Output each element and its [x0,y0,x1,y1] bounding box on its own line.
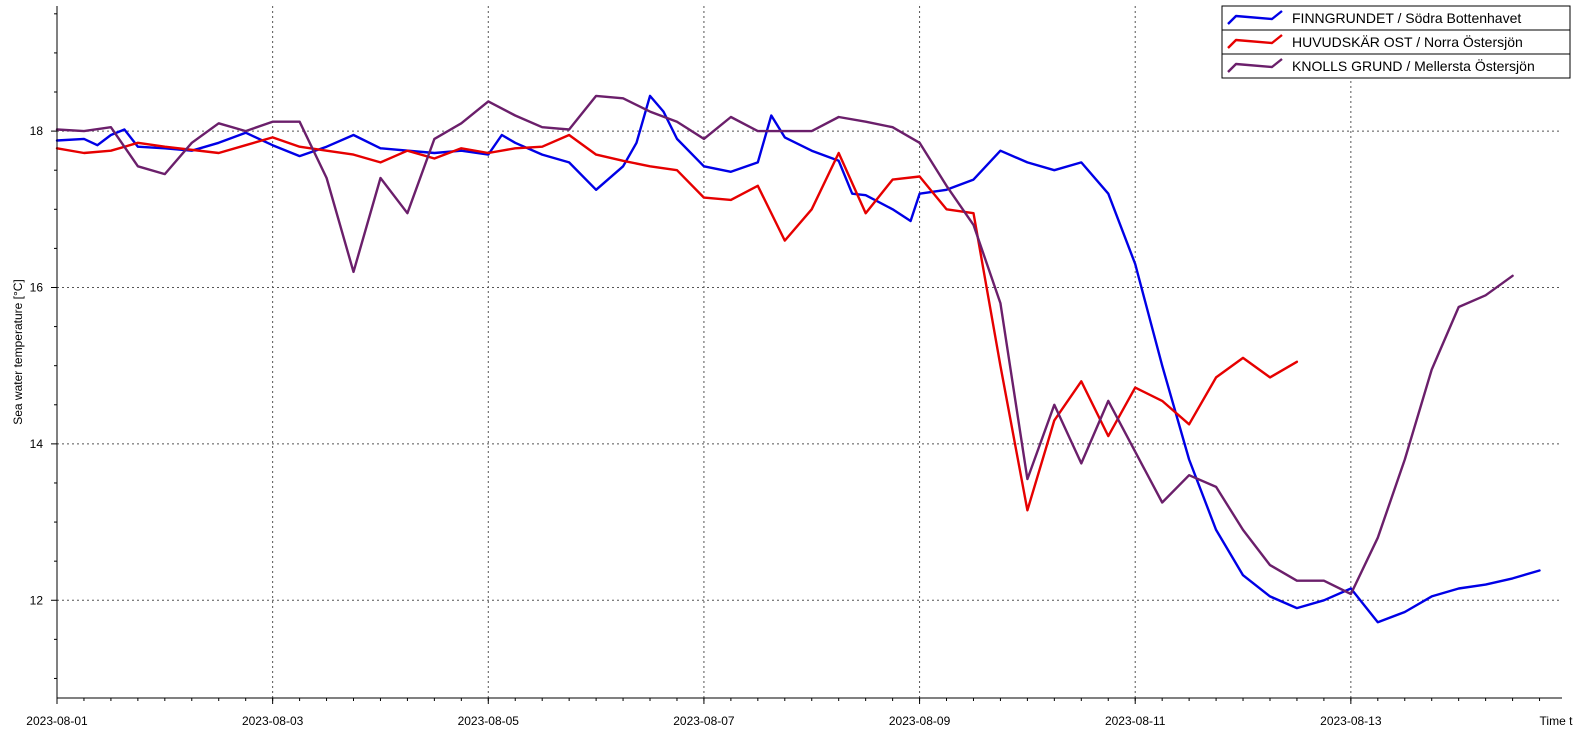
legend-box [1221,5,1571,79]
y-tick-label: 16 [30,280,44,294]
x-tick-label: 2023-08-05 [458,714,520,728]
x-tick-label: 2023-08-13 [1320,714,1382,728]
legend-label: HUVUDSKÄR OST / Norra Östersjön [1292,33,1523,50]
series-line-1 [55,94,1541,624]
series-line-2 [55,133,1299,512]
legend: FINNGRUNDET / Södra Bottenhavet HUVUDSKÄR… [1221,5,1571,79]
x-axis-title: Time t [1540,714,1573,728]
y-tick-label: 14 [30,437,44,451]
y-tick-label: 12 [30,593,44,607]
legend-label: FINNGRUNDET / Södra Bottenhavet [1292,10,1521,26]
x-tick-label: 2023-08-11 [1105,714,1166,728]
y-tick-label: 18 [30,124,44,138]
legend-label: KNOLLS GRUND / Mellersta Östersjön [1292,57,1535,74]
plot-area [57,6,1562,698]
legend-swatch [1227,10,1283,25]
x-tick-label: 2023-08-01 [26,714,88,728]
x-axis-ticks: 2023-08-01 2023-08-03 2023-08-05 2023-08-07… [26,698,1541,728]
y-axis-ticks: 12 14 16 18 [30,13,57,679]
series-line-3 [55,94,1514,596]
legend-swatch [1227,58,1283,73]
series-layer [55,94,1541,624]
legend-swatch [1227,34,1283,49]
y-axis-title: Sea water temperature [°C] [11,279,25,425]
x-tick-label: 2023-08-07 [673,714,735,728]
x-tick-label: 2023-08-03 [242,714,304,728]
x-tick-label: 2023-08-09 [889,714,951,728]
